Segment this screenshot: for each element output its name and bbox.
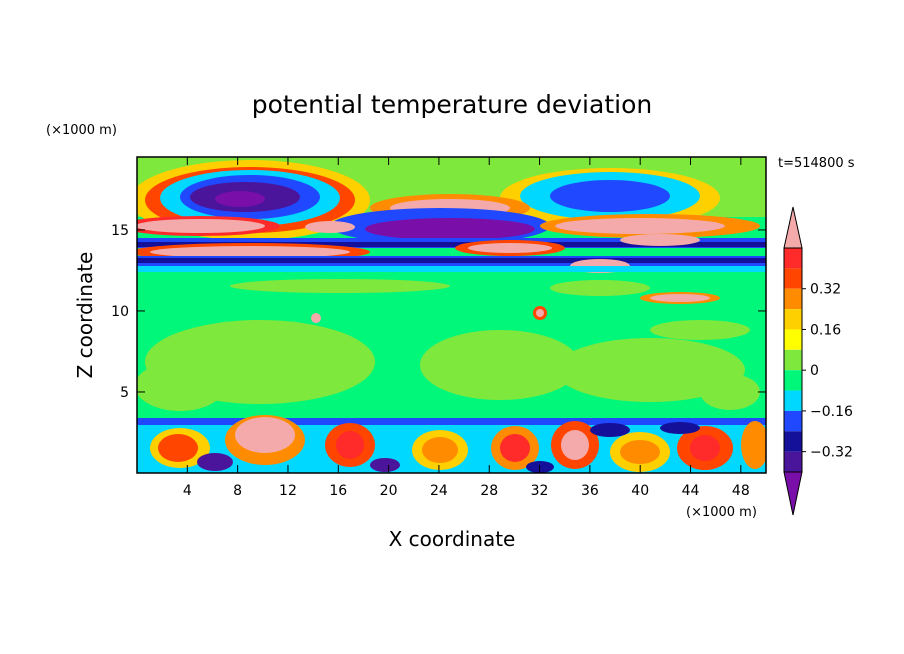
chart-title: potential temperature deviation: [252, 90, 652, 119]
colorbar-min-triangle: [783, 471, 803, 516]
colorbar-swatch: [784, 329, 802, 350]
x-axis-ticks: 4 8 12 16 20 24 28 32 36 40 44 48: [183, 157, 750, 499]
colorbar-swatch: [784, 248, 802, 269]
colorbar-swatch: [784, 451, 802, 472]
colorbar-swatch: [784, 288, 802, 310]
upper-shear-band: [137, 157, 766, 323]
x-tick-label: 40: [631, 483, 649, 499]
colorbar-swatch: [784, 410, 802, 432]
x-tick-label: 32: [531, 483, 549, 499]
colorbar-swatch: [784, 268, 802, 289]
x-tick-label: 36: [581, 483, 599, 499]
colorbar-tick-label: −0.16: [810, 404, 853, 420]
x-unit-label: (×1000 m): [686, 505, 757, 520]
x-axis-label: X coordinate: [389, 527, 516, 551]
x-tick-label: 48: [732, 483, 750, 499]
x-tick-label: 28: [480, 483, 498, 499]
colorbar-swatch: [784, 370, 802, 391]
colorbar-tick-label: 0.16: [810, 322, 841, 338]
colorbar: 0.32 0.16 0 −0.16 −0.32: [783, 206, 853, 516]
colorbar-max-triangle: [783, 206, 803, 249]
y-axis-label: Z coordinate: [73, 252, 97, 379]
x-tick-label: 24: [430, 483, 448, 499]
x-tick-label: 16: [329, 483, 347, 499]
x-tick-label: 20: [380, 483, 398, 499]
time-label: t=514800 s: [778, 156, 855, 171]
x-tick-label: 4: [183, 483, 192, 499]
mid-layer-patches: [137, 320, 760, 411]
y-unit-label: (×1000 m): [46, 123, 117, 138]
colorbar-swatch: [784, 349, 802, 371]
x-tick-label: 44: [682, 483, 700, 499]
y-tick-label: 5: [120, 385, 129, 401]
plot-area: [137, 157, 766, 473]
colorbar-swatch: [784, 431, 802, 452]
colorbar-tick-label: 0.32: [810, 282, 841, 298]
y-axis-ticks: 5 10 15: [111, 223, 766, 401]
colorbar-swatch: [784, 309, 802, 330]
y-tick-label: 15: [111, 223, 129, 239]
y-tick-label: 10: [111, 304, 129, 320]
x-tick-label: 8: [233, 483, 242, 499]
x-tick-label: 12: [279, 483, 297, 499]
colorbar-tick-label: 0: [810, 363, 819, 379]
plot-frame: [136, 156, 767, 474]
colorbar-tick-label: −0.32: [810, 445, 853, 461]
boundary-layer: [137, 415, 766, 473]
colorbar-swatch: [784, 390, 802, 411]
